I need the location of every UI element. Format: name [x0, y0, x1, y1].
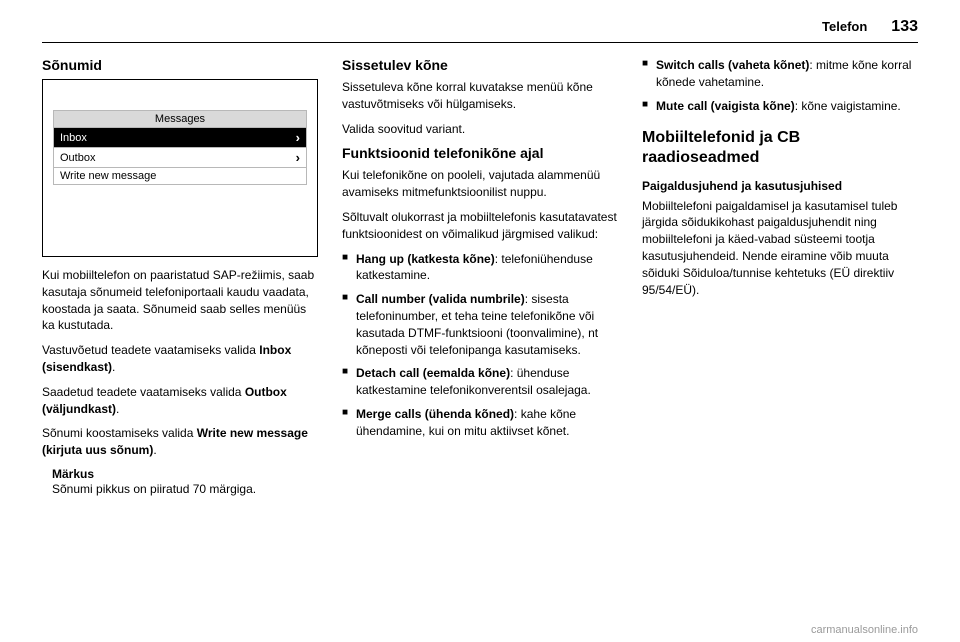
menu-item-label: Inbox: [60, 132, 87, 144]
bold-term: Mute call (vaigista kõne): [656, 99, 795, 113]
options-list: Hang up (katkesta kõne): telefoniühendus…: [342, 251, 618, 440]
list-item: Detach call (eemalda kõne): ühenduse kat…: [342, 365, 618, 399]
text: .: [116, 402, 119, 416]
text: : kõne vaigistamine.: [795, 99, 901, 113]
messages-heading: Sõnumid: [42, 57, 318, 73]
menu-item-label: Outbox: [60, 152, 95, 164]
menu-item: Outbox ›: [54, 148, 306, 168]
bold-term: Switch calls (vaheta kõnet): [656, 58, 809, 72]
bold-term: Hang up (katkesta kõne): [356, 252, 495, 266]
content-columns: Sõnumid Messages Inbox › Outbox › Write new …: [42, 57, 918, 498]
paragraph: Mobiiltelefoni paigaldamisel ja kasutami…: [642, 198, 918, 299]
list-item: Switch calls (vaheta kõnet): mitme kõne …: [642, 57, 918, 91]
paragraph: Sõnumi koostamiseks valida Write new mes…: [42, 425, 318, 459]
text: .: [153, 443, 156, 457]
chevron-right-icon: ›: [296, 150, 300, 165]
install-guide-subheading: Paigaldusjuhend ja kasutusjuhised: [642, 178, 918, 194]
text: .: [112, 360, 115, 374]
bold-term: Call number (valida numbrile): [356, 292, 525, 306]
paragraph: Saadetud teadete vaatamiseks valida Outb…: [42, 384, 318, 418]
paragraph: Vastuvõetud teadete vaatamiseks valida I…: [42, 342, 318, 376]
paragraph: Sõltuvalt olukorrast ja mobiiltelefonis …: [342, 209, 618, 243]
paragraph: Valida soovitud variant.: [342, 121, 618, 138]
list-item: Hang up (katkesta kõne): telefoniühendus…: [342, 251, 618, 285]
note-label: Märkus: [52, 467, 318, 481]
incoming-call-heading: Sissetulev kõne: [342, 57, 618, 73]
during-call-heading: Funktsioonid telefonikõne ajal: [342, 145, 618, 161]
manual-page: Telefon 133 Sõnumid Messages Inbox›Outbo…: [0, 0, 960, 642]
text: Vastuvõetud teadete vaatamiseks valida: [42, 343, 259, 357]
page-header: Telefon 133: [42, 18, 918, 43]
paragraph: Kui mobiiltelefon on paaristatud SAP-rež…: [42, 267, 318, 334]
list-item: Merge calls (ühenda kõned): kahe kõne üh…: [342, 406, 618, 440]
list-item: Mute call (vaigista kõne): kõne vaigista…: [642, 98, 918, 115]
bold-term: Detach call (eemalda kõne): [356, 366, 510, 380]
note-block: Märkus Sõnumi pikkus on piiratud 70 märg…: [52, 467, 318, 498]
text: Saadetud teadete vaatamiseks valida: [42, 385, 245, 399]
mobile-cb-heading: Mobiiltelefonid ja CB raadioseadmed: [642, 128, 918, 168]
column-1: Sõnumid Messages Inbox › Outbox › Write new …: [42, 57, 318, 498]
paragraph: Kui telefonikõne on pooleli, vajutada al…: [342, 167, 618, 201]
chapter-title: Telefon: [822, 19, 867, 34]
messages-menu: Messages Inbox › Outbox › Write new message: [53, 110, 307, 185]
column-3: Switch calls (vaheta kõnet): mitme kõne …: [642, 57, 918, 498]
menu-item-label: Write new message: [60, 170, 156, 182]
menu-item: Inbox ›: [54, 128, 306, 148]
list-item: Call number (valida numbrile): sisesta t…: [342, 291, 618, 358]
note-text: Sõnumi pikkus on piiratud 70 märgiga.: [52, 481, 318, 498]
phone-menu-screenshot: Messages Inbox › Outbox › Write new message: [42, 79, 318, 257]
paragraph: Sissetuleva kõne korral kuvatakse menüü …: [342, 79, 618, 113]
page-number: 133: [891, 18, 918, 36]
menu-title: Messages: [54, 111, 306, 128]
chevron-right-icon: ›: [296, 130, 300, 145]
bold-term: Merge calls (ühenda kõned): [356, 407, 514, 421]
options-list-continued: Switch calls (vaheta kõnet): mitme kõne …: [642, 57, 918, 114]
column-2: Sissetulev kõne Sissetuleva kõne korral …: [342, 57, 618, 498]
text: Sõnumi koostamiseks valida: [42, 426, 197, 440]
menu-item: Write new message: [54, 168, 306, 184]
watermark: carmanualsonline.info: [811, 624, 918, 636]
